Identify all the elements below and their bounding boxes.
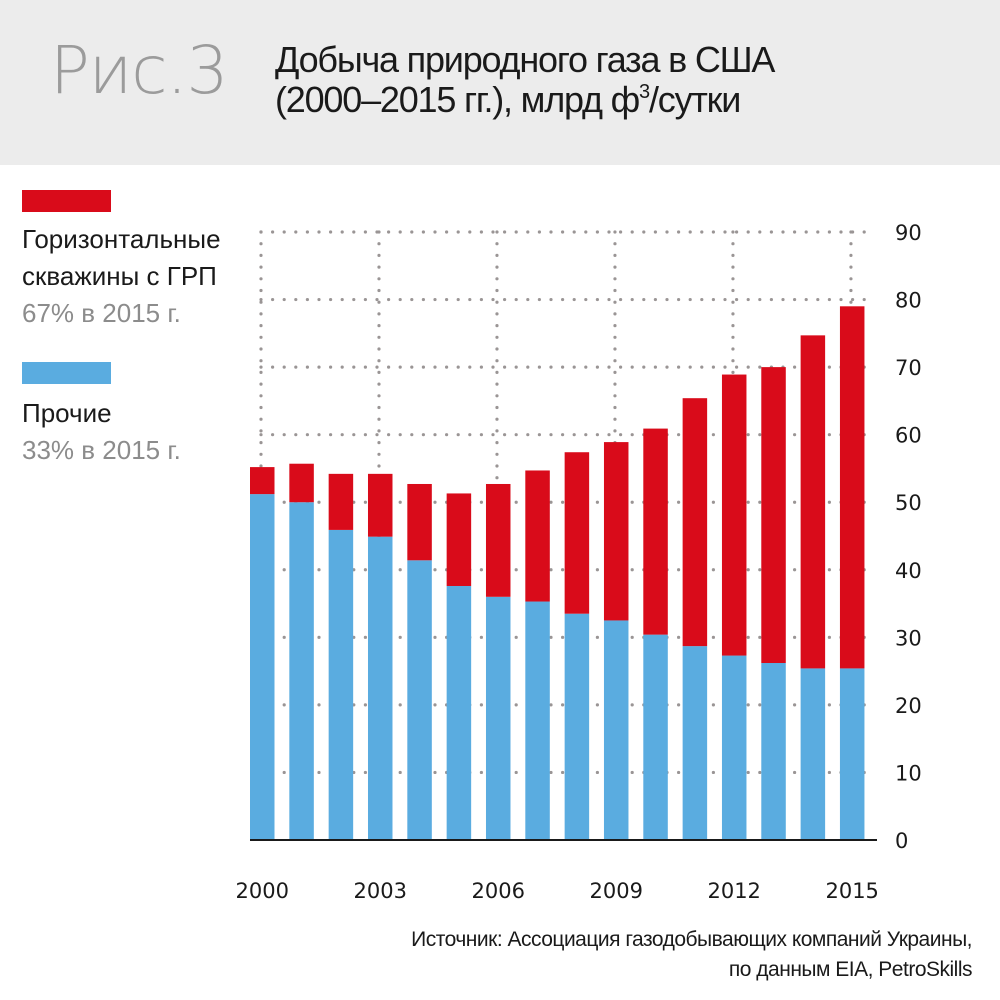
bar-2009-other	[603, 620, 629, 840]
bar-2002-other	[328, 529, 354, 840]
bar-2006-other	[485, 596, 511, 840]
bar-2011-other	[682, 646, 708, 840]
bar-2010-other	[643, 634, 668, 840]
bar-2010-fracking	[643, 428, 668, 635]
chart-title-line2: (2000–2015 гг.), млрд ф3/сутки	[275, 80, 774, 120]
bar-2004-fracking	[407, 483, 432, 561]
x-tick-label: 2015	[825, 879, 878, 903]
y-tick-label: 70	[895, 356, 922, 380]
legend-share-other: 33% в 2015 г.	[22, 435, 181, 465]
bar-2002-fracking	[328, 473, 354, 530]
title-line2-suffix: /сутки	[648, 79, 741, 120]
source-line2: по данным EIA, PetroSkills	[728, 958, 973, 981]
bar-2005-other	[446, 585, 472, 840]
bar-2009-fracking	[603, 442, 629, 621]
legend-swatch-fracking	[22, 190, 111, 212]
bar-2006-fracking	[485, 483, 511, 597]
legend-label-fracking-line1: Горизонтальные	[22, 224, 221, 254]
chart-title-line1: Добыча природного газа в США	[275, 39, 775, 80]
chart-title: Добыча природного газа в США (2000–2015 …	[275, 39, 775, 120]
title-superscript: 3	[639, 81, 650, 103]
x-tick-label: 2000	[236, 879, 289, 903]
bar-2012-fracking	[721, 374, 747, 656]
bar-2015-other	[839, 668, 865, 840]
x-tick-label: 2006	[472, 879, 525, 903]
x-tick-label: 2012	[707, 879, 760, 903]
y-tick-label: 40	[895, 559, 922, 583]
bar-2003-other	[367, 536, 393, 840]
header: Рис.3 Добыча природного газа в США (2000…	[0, 0, 1000, 165]
axes: 0 10 20 30 40 50 60 70 80 90 2000 2003 2006 2009 2012 2…	[236, 221, 922, 903]
y-tick-label: 50	[895, 491, 922, 515]
bar-2007-other	[525, 601, 550, 840]
bar-2015-fracking	[839, 306, 865, 669]
x-tick-label: 2009	[589, 879, 642, 903]
y-tick-label: 90	[895, 221, 922, 245]
source-line1: Источник: Ассоциация газодобывающих комп…	[411, 928, 972, 951]
bar-2001-fracking	[289, 463, 314, 503]
legend-label-fracking-line2: скважины с ГРП	[22, 261, 217, 291]
bars	[250, 306, 865, 840]
legend-label-other: Прочие	[22, 398, 112, 428]
bar-2008-fracking	[564, 452, 590, 614]
bar-2005-fracking	[446, 493, 472, 586]
bar-2014-fracking	[800, 335, 826, 669]
y-tick-label: 30	[895, 626, 922, 650]
bar-2013-other	[761, 663, 786, 840]
y-tick-label: 0	[895, 829, 908, 853]
y-tick-label: 60	[895, 424, 922, 448]
figure-label: Рис.3	[50, 32, 229, 109]
bar-2012-other	[721, 655, 747, 840]
title-line2-prefix: (2000–2015 гг.), млрд ф	[275, 79, 640, 120]
bar-2008-other	[564, 613, 590, 840]
legend-item-other: Прочие 33% в 2015 г.	[22, 395, 181, 469]
x-tick-label: 2003	[354, 879, 407, 903]
bar-2001-other	[289, 502, 314, 840]
y-tick-label: 80	[895, 289, 922, 313]
y-tick-label: 20	[895, 694, 922, 718]
source-note: Источник: Ассоциация газодобывающих комп…	[411, 925, 972, 985]
bar-2000-fracking	[250, 467, 275, 495]
bar-2014-other	[800, 668, 826, 840]
bar-2004-other	[407, 560, 432, 840]
bar-2003-fracking	[367, 473, 393, 537]
legend-item-fracking: Горизонтальные скважины с ГРП 67% в 2015…	[22, 221, 221, 332]
legend-share-fracking: 67% в 2015 г.	[22, 298, 181, 328]
y-tick-label: 10	[895, 761, 922, 785]
bar-2011-fracking	[682, 398, 708, 647]
bar-2013-fracking	[761, 367, 786, 664]
bar-2000-other	[250, 494, 275, 840]
legend-swatch-other	[22, 362, 111, 384]
bar-2007-fracking	[525, 470, 550, 602]
